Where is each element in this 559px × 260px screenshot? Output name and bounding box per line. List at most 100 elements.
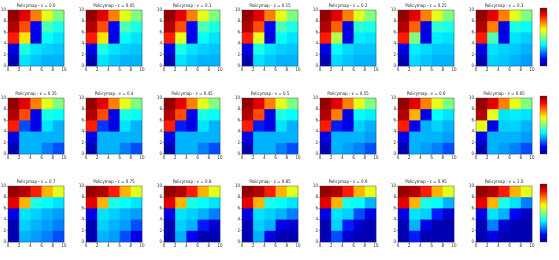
heat-cell [208, 219, 221, 232]
x-tick-label: 8 [520, 243, 523, 248]
heat-cell [264, 120, 276, 132]
heat-cell [275, 219, 288, 232]
heat-cell [108, 131, 120, 144]
heat-cell [442, 21, 455, 33]
heat-cell [130, 43, 143, 56]
y-tick-label: 6 [315, 29, 318, 34]
heat-cell [208, 230, 221, 243]
x-tick-label: 8 [130, 243, 133, 248]
x-tick-label: 4 [341, 67, 344, 72]
x-tick-label: 8 [442, 243, 445, 248]
heat-cell [208, 43, 221, 56]
x-tick-label: 10 [295, 67, 301, 72]
x-tick-label: 0 [163, 243, 166, 248]
y-tick-label: 10 [157, 95, 163, 100]
heat-cell [342, 109, 354, 121]
heat-cell [431, 109, 444, 121]
y-tick-label: 4 [315, 217, 318, 222]
x-tick-label: 10 [217, 67, 223, 72]
heat-cell [520, 109, 533, 121]
y-tick-label: 0 [3, 239, 6, 244]
heat-cell [253, 98, 265, 110]
y-tick-label: 2 [3, 228, 6, 233]
heat-cell [398, 131, 410, 144]
heat-cell [208, 131, 221, 144]
heat-cell [186, 54, 198, 67]
heat-cell [353, 230, 366, 243]
y-tick-label: 8 [237, 106, 240, 111]
heat-cell [97, 98, 109, 110]
y-tick-label: 10 [391, 7, 397, 12]
heat-cell [119, 10, 132, 22]
x-tick-label: 4 [263, 243, 266, 248]
heat-cell [175, 230, 187, 243]
heat-cell [364, 197, 377, 209]
heat-cell [442, 142, 455, 155]
y-tick-label: 2 [315, 52, 318, 57]
heat-cell [8, 208, 20, 220]
heat-cell [41, 21, 54, 33]
heat-cell [41, 98, 54, 110]
heat-cell [119, 186, 132, 198]
heat-cell [442, 54, 455, 67]
heat-cell [398, 186, 410, 198]
heat-cell [108, 219, 120, 232]
heat-cell [275, 197, 288, 209]
heat-cell [364, 208, 377, 220]
plot-frame [475, 185, 533, 243]
x-tick-label: 8 [286, 67, 289, 72]
y-tick-label: 6 [237, 29, 240, 34]
heat-cell [253, 142, 265, 155]
heat-cell [320, 43, 332, 56]
x-tick-label: 0 [319, 243, 322, 248]
heat-cell [130, 109, 143, 121]
x-tick-label: 8 [442, 155, 445, 160]
heat-cell [86, 21, 98, 33]
heat-cell [208, 10, 221, 22]
heat-cell [420, 230, 432, 243]
heat-cell [420, 21, 432, 33]
heat-cell [164, 131, 176, 144]
x-tick-label: 0 [85, 155, 88, 160]
y-tick-label: 0 [393, 63, 396, 68]
y-tick-label: 0 [159, 151, 162, 156]
heat-cell [498, 197, 510, 209]
heat-cell [320, 186, 332, 198]
heat-cell [476, 43, 488, 56]
x-tick-label: 10 [451, 243, 457, 248]
heat-cell [286, 98, 299, 110]
heat-cell [487, 98, 499, 110]
heat-cell [353, 131, 366, 144]
heat-cell [398, 32, 410, 44]
y-tick-label: 6 [393, 29, 396, 34]
heat-cell [41, 43, 54, 56]
heat-cell [86, 230, 98, 243]
y-tick-label: 6 [237, 117, 240, 122]
heat-cell [331, 186, 343, 198]
heat-cell [164, 109, 176, 121]
heat-cell [97, 230, 109, 243]
y-tick-label: 2 [315, 140, 318, 145]
plot-frame [7, 185, 65, 243]
heat-cell [119, 43, 132, 56]
y-tick-label: 8 [159, 18, 162, 23]
heat-cell [420, 10, 432, 22]
heat-cell [108, 120, 120, 132]
heat-cell [342, 142, 354, 155]
panel-title: Policymap - ε = 0.35 [15, 91, 57, 96]
panel-title: Policymap - ε = 0.85 [249, 179, 291, 184]
y-tick-label: 0 [393, 239, 396, 244]
y-tick-label: 4 [393, 41, 396, 46]
heat-cell [442, 230, 455, 243]
heat-cell [442, 32, 455, 44]
x-tick-label: 10 [217, 243, 223, 248]
x-tick-label: 10 [373, 67, 379, 72]
x-tick-label: 6 [508, 155, 511, 160]
heat-cell [353, 32, 366, 44]
heat-cell [164, 10, 176, 22]
x-tick-label: 2 [252, 155, 255, 160]
x-tick-label: 6 [118, 67, 121, 72]
heat-cell [175, 32, 187, 44]
heat-cell [52, 98, 65, 110]
